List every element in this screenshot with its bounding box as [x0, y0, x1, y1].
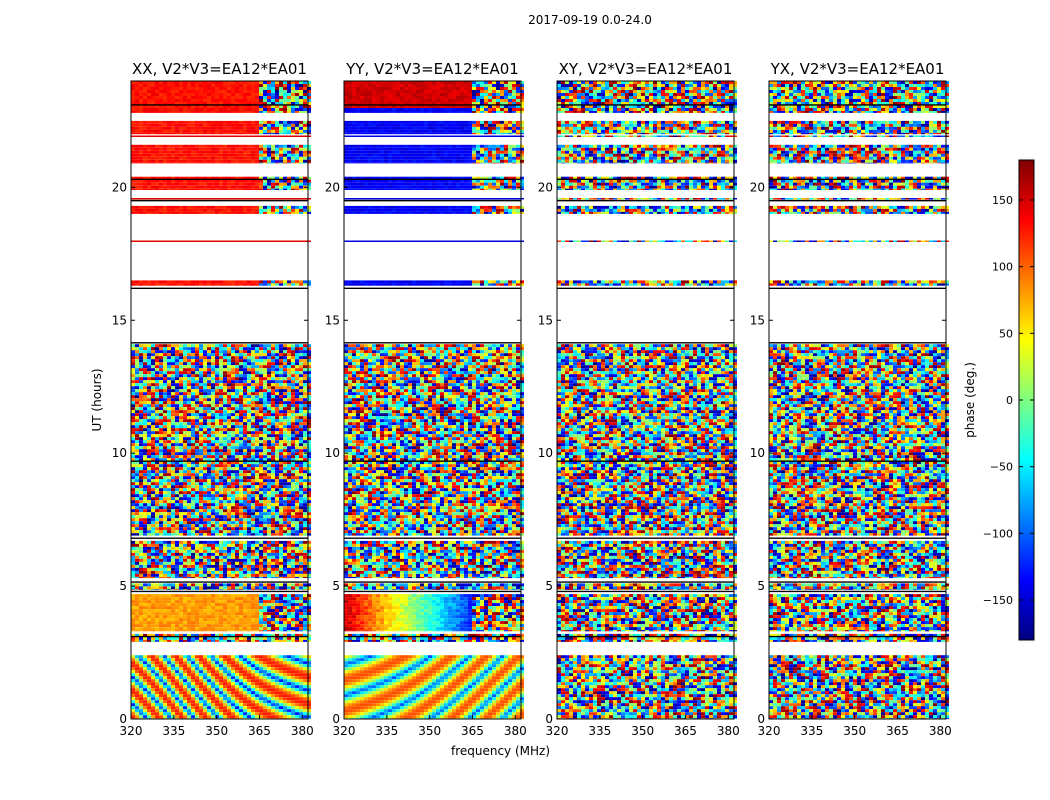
heatmap-panel-yx: YX, V2*V3=EA12*EA01 320 335 350 365 380 0 5 10 15… [750, 60, 952, 738]
colorbar: 150 100 50 0 −50 −100 −150 phase (deg.) [963, 159, 1035, 641]
heatmap-cells [344, 81, 524, 719]
x-tick-label: 350 [843, 724, 866, 738]
y-tick-label: 0 [757, 712, 765, 726]
y-tick-label: 5 [545, 579, 553, 593]
heatmap-panel-xx: XX, V2*V3=EA12*EA01 320 335 350 365 380 0 5 10 15… [112, 60, 314, 738]
y-tick-label: 15 [112, 313, 127, 327]
x-tick-label: 320 [333, 724, 356, 738]
y-axis-label: UT (hours) [90, 368, 104, 431]
y-tick-label: 20 [325, 180, 340, 194]
y-tick-label: 10 [750, 446, 765, 460]
panel-frame [343, 80, 522, 720]
panel-title: YX, V2*V3=EA12*EA01 [770, 60, 945, 78]
y-tick-label: 20 [750, 180, 765, 194]
x-tick-label: 350 [631, 724, 654, 738]
x-tick-label: 365 [248, 724, 271, 738]
colorbar-label: phase (deg.) [963, 362, 977, 438]
colorbar-tick-label: 0 [1006, 394, 1013, 407]
colorbar-tick-label: 100 [992, 261, 1013, 274]
colorbar-tick-label: −150 [983, 594, 1013, 607]
heatmap-cells [131, 81, 311, 719]
colorbar-tick-label: −100 [983, 527, 1013, 540]
y-tick-label: 15 [538, 313, 553, 327]
heatmap-panel-xy: XY, V2*V3=EA12*EA01 320 335 350 365 380 0 5 10 15… [538, 60, 740, 738]
x-tick-label: 320 [758, 724, 781, 738]
y-tick-label: 10 [112, 446, 127, 460]
colorbar-tick-label: −50 [990, 461, 1013, 474]
y-tick-label: 20 [538, 180, 553, 194]
x-tick-label: 320 [546, 724, 569, 738]
panel-title: XY, V2*V3=EA12*EA01 [559, 60, 733, 78]
x-tick-label: 380 [717, 724, 740, 738]
heatmap-panel-yy: YY, V2*V3=EA12*EA01 320 335 350 365 380 0 5 10 15… [325, 60, 527, 738]
y-tick-label: 5 [119, 579, 127, 593]
y-tick-label: 5 [757, 579, 765, 593]
y-tick-label: 20 [112, 180, 127, 194]
panel-frame [556, 80, 735, 720]
x-tick-label: 380 [929, 724, 952, 738]
x-tick-label: 350 [418, 724, 441, 738]
y-tick-label: 0 [119, 712, 127, 726]
x-tick-label: 335 [375, 724, 398, 738]
y-tick-label: 0 [545, 712, 553, 726]
y-tick-label: 10 [325, 446, 340, 460]
x-tick-label: 335 [162, 724, 185, 738]
panel-title: XX, V2*V3=EA12*EA01 [132, 60, 307, 78]
colorbar-tick-label: 50 [999, 327, 1013, 340]
x-tick-label: 365 [674, 724, 697, 738]
x-axis-label: frequency (MHz) [451, 744, 550, 758]
heatmap-cells [769, 81, 949, 719]
colorbar-tick-label: 150 [992, 194, 1013, 207]
x-tick-label: 335 [800, 724, 823, 738]
heatmap-cells [557, 81, 737, 719]
y-tick-label: 15 [750, 313, 765, 327]
x-tick-label: 365 [461, 724, 484, 738]
x-tick-label: 365 [886, 724, 909, 738]
y-tick-label: 10 [538, 446, 553, 460]
x-tick-label: 350 [205, 724, 228, 738]
y-tick-label: 0 [332, 712, 340, 726]
x-tick-label: 380 [504, 724, 527, 738]
x-tick-label: 380 [291, 724, 314, 738]
y-tick-label: 5 [332, 579, 340, 593]
panel-frame [768, 80, 947, 720]
panel-title: YY, V2*V3=EA12*EA01 [345, 60, 519, 78]
y-tick-label: 15 [325, 313, 340, 327]
panel-frame [130, 80, 309, 720]
x-tick-label: 320 [120, 724, 143, 738]
x-tick-label: 335 [588, 724, 611, 738]
figure-title: 2017-09-19 0.0-24.0 [0, 13, 1050, 27]
